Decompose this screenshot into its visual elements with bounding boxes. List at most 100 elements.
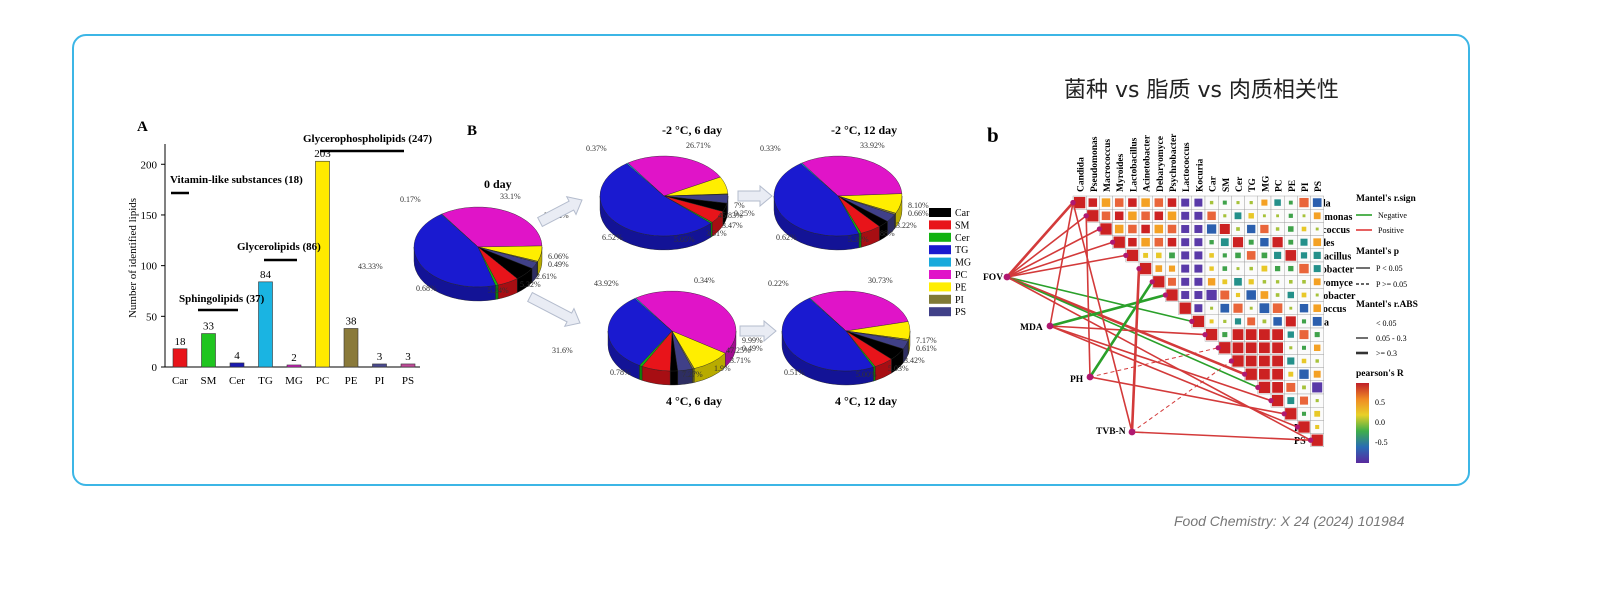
transition-arrow xyxy=(527,291,581,328)
heatmap-square xyxy=(1259,342,1270,354)
heatmap-square xyxy=(1274,251,1282,259)
mantel-link xyxy=(1049,293,1166,328)
heatmap-row-label: Psychrobacter xyxy=(1294,291,1356,302)
heatmap-row-label: Acinetobacter xyxy=(1294,265,1355,276)
heatmap-square xyxy=(1245,342,1257,354)
heatmap-col-label: Macrococcus xyxy=(1103,139,1113,192)
heatmap-square xyxy=(1181,251,1190,260)
pie-percent-label: 0.51% xyxy=(784,368,805,377)
pie-percent-label: 30.73% xyxy=(868,276,893,285)
heatmap-col-label: PE xyxy=(1288,180,1298,192)
pie-slice xyxy=(627,155,721,197)
pie-percent-label: 3.22% xyxy=(896,221,917,230)
mantel-link xyxy=(1089,376,1285,415)
heatmap-square xyxy=(1155,265,1163,272)
heatmap-square xyxy=(1209,319,1214,324)
pie-percent-label: 0.66% xyxy=(908,209,929,218)
heatmap-square xyxy=(1232,237,1244,248)
trait-node xyxy=(1046,322,1054,330)
trait-label: MDA xyxy=(1020,323,1043,333)
mantel-link xyxy=(1006,276,1192,323)
heatmap-col-label: Pseudomonas xyxy=(1090,136,1100,192)
heatmap-col-label: Candida xyxy=(1077,157,1087,192)
pie-title: 0 day xyxy=(484,177,512,191)
heatmap-square xyxy=(1154,198,1164,207)
trait-label: TVB-N xyxy=(1096,427,1126,437)
mantel-link xyxy=(1130,268,1141,433)
trait-label: FOV xyxy=(983,273,1003,283)
pie-percent-label: 0.49% xyxy=(548,260,569,269)
heatmap-col-label: Debaryomyce xyxy=(1156,136,1166,192)
heatmap-square xyxy=(1246,290,1256,300)
transition-arrow xyxy=(737,184,773,208)
pie-percent-label: 0.78% xyxy=(610,368,631,377)
pie-percent-label: 0.49% xyxy=(742,344,763,353)
mantel-link xyxy=(1049,202,1074,327)
heatmap-square xyxy=(1209,266,1214,271)
heatmap-square xyxy=(1235,252,1241,259)
pie-percent-label: 5.32% xyxy=(520,280,541,289)
bar-value-label: 84 xyxy=(260,269,272,281)
heatmap-square xyxy=(1289,306,1293,310)
legend-label: PE xyxy=(955,282,967,293)
heatmap-square xyxy=(1315,359,1319,363)
heatmap-square xyxy=(1261,252,1268,259)
mantel-link xyxy=(1006,228,1100,278)
pie-slice-side xyxy=(639,365,643,381)
heatmap-square xyxy=(1289,346,1293,350)
heatmap-square xyxy=(1141,224,1150,234)
heatmap-col-label: PC xyxy=(1275,179,1285,192)
legend-swatch xyxy=(929,232,951,242)
pie-percent-label: 5.03% xyxy=(888,364,909,373)
heatmap-square xyxy=(1299,330,1309,340)
heatmap-square xyxy=(1313,251,1321,259)
legend-label: PI xyxy=(955,295,964,306)
y-tick-label: 100 xyxy=(141,261,158,273)
pie-slice xyxy=(800,162,839,197)
legend-swatch xyxy=(929,282,951,292)
pie-percent-label: 5.00% xyxy=(856,370,877,379)
heatmap-square xyxy=(1313,265,1321,273)
mantel-link xyxy=(1131,431,1311,441)
heatmap-square xyxy=(1300,238,1308,246)
figure-title: 菌种 vs 脂质 vs 肉质相关性 xyxy=(1064,78,1339,103)
heatmap-square xyxy=(1223,319,1227,323)
pie-slice-side xyxy=(669,370,678,386)
heatmap-square xyxy=(1315,293,1319,297)
heatmap-square xyxy=(1262,319,1267,324)
heatmap-square xyxy=(1272,329,1283,340)
heatmap-square xyxy=(1260,238,1269,247)
heatmap-square xyxy=(1246,251,1256,260)
x-tick-label: PS xyxy=(402,375,414,387)
heatmap-square xyxy=(1272,368,1283,380)
y-tick-label: 200 xyxy=(141,159,158,171)
legend-label: Negative xyxy=(1378,211,1407,220)
legend-label: Car xyxy=(955,208,970,219)
pie-slice xyxy=(635,290,737,354)
figure-card xyxy=(72,34,1470,486)
panel-a: A 0 50 100 150 200 Number of identified lipids… xyxy=(127,119,432,387)
heatmap-square xyxy=(1114,198,1124,207)
pie-percent-label: 9.99% xyxy=(742,336,763,345)
legend-label: >= 0.3 xyxy=(1376,349,1397,358)
heatmap-square xyxy=(1209,200,1214,205)
heatmap-square xyxy=(1222,332,1228,338)
heatmap-square xyxy=(1247,224,1256,234)
group-label: Glycerolipids (86) xyxy=(237,241,321,253)
pie-percent-label: 0.37% xyxy=(586,144,607,153)
heatmap-square xyxy=(1302,385,1306,390)
heatmap-square xyxy=(1287,291,1295,299)
heatmap-square xyxy=(1315,227,1319,231)
heatmap-square xyxy=(1302,345,1306,350)
heatmap-square xyxy=(1232,342,1244,354)
heatmap-square xyxy=(1245,355,1257,367)
colorbar-tick-label: 0.5 xyxy=(1375,398,1385,407)
heatmap-square xyxy=(1299,369,1309,379)
pie-percent-label: 0.22% xyxy=(768,279,789,288)
legend-swatch xyxy=(929,220,951,230)
heatmap-square xyxy=(1249,266,1253,271)
pie-percent-label: 43.92% xyxy=(594,279,619,288)
bar xyxy=(258,281,273,368)
heatmap-col-label: Lactobacillus xyxy=(1129,137,1139,192)
bar xyxy=(400,363,416,368)
